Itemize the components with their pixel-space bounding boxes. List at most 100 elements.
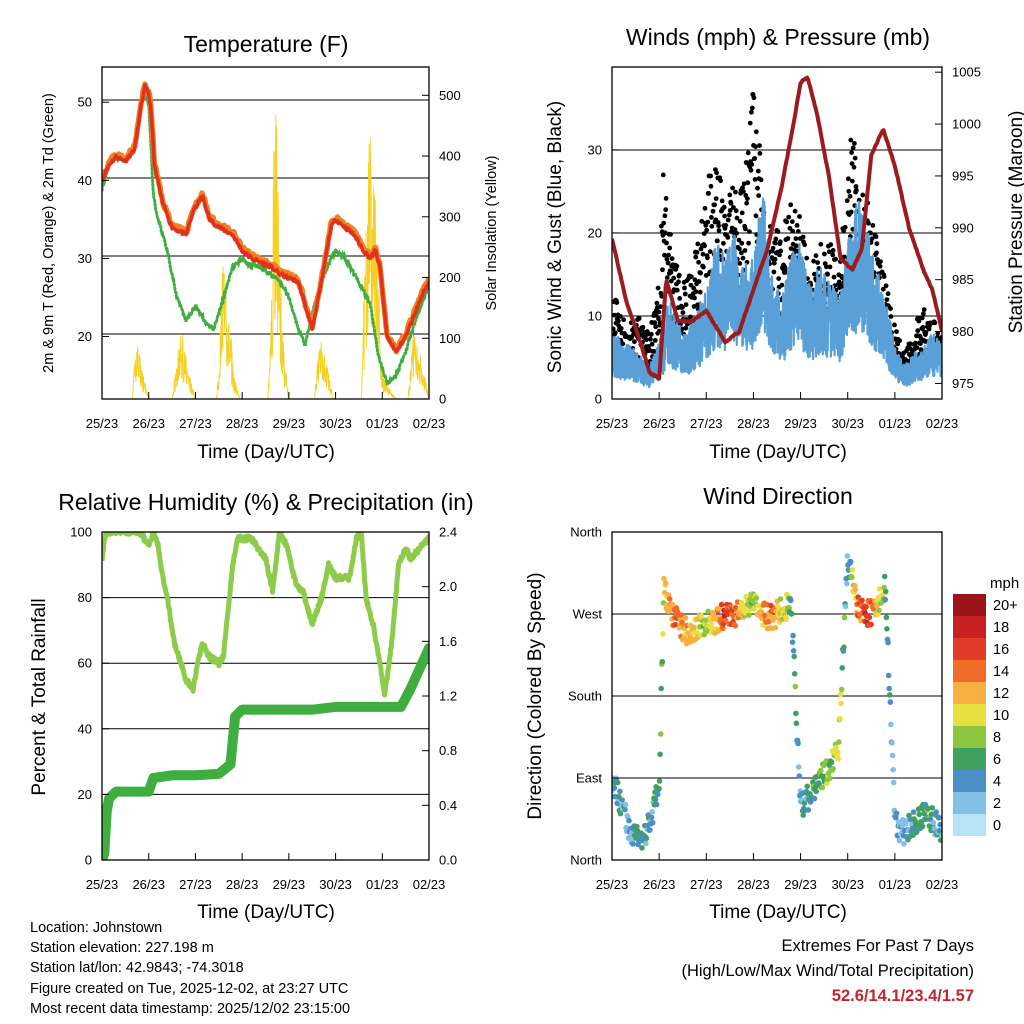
temperature-left-ticks: 20 30 40 50 xyxy=(78,95,109,344)
direction-point xyxy=(790,648,797,654)
legend-label: 10 xyxy=(993,708,1009,724)
gust-point xyxy=(734,230,739,236)
x-tick-label: 30/23 xyxy=(831,416,864,431)
legend-title: mph xyxy=(990,575,1019,592)
direction-point xyxy=(859,597,865,604)
gust-point xyxy=(683,325,689,331)
gust-point xyxy=(737,218,743,224)
x-tick-label: 29/23 xyxy=(273,877,306,892)
gust-point xyxy=(825,271,830,277)
legend-label: 8 xyxy=(993,730,1001,746)
y-tick-label: 30 xyxy=(588,142,602,157)
gust-point xyxy=(652,320,658,325)
gust-point xyxy=(742,248,748,253)
direction-point xyxy=(800,812,806,818)
y-tick-label: 0 xyxy=(85,853,92,868)
temperature-x-ticks: 25/23 26/23 27/23 28/23 29/23 30/23 01/23 02/23 xyxy=(86,392,445,431)
y-tick-label: 80 xyxy=(78,590,92,605)
direction-point xyxy=(720,625,726,632)
direction-point xyxy=(801,800,808,806)
gust-point xyxy=(700,251,706,257)
gust-point xyxy=(776,276,782,281)
y-tick-label: 60 xyxy=(78,656,92,671)
gust-point xyxy=(920,325,926,330)
gust-point xyxy=(881,274,887,279)
gust-point xyxy=(747,120,753,126)
gust-point xyxy=(745,150,751,156)
x-tick-label: 30/23 xyxy=(319,416,352,431)
gust-point xyxy=(916,318,922,324)
direction-points xyxy=(612,553,942,851)
gust-point xyxy=(804,255,810,261)
temperature-y-label: 2m & 9m T (Red, Orange) & 2m Td (Green) xyxy=(41,93,57,373)
gust-point xyxy=(778,248,784,254)
gust-point xyxy=(752,177,758,182)
x-tick-label: 28/23 xyxy=(737,416,770,431)
gust-point xyxy=(654,300,660,306)
direction-point xyxy=(777,596,784,602)
y-tick-label: 1000 xyxy=(952,117,981,132)
gust-point xyxy=(880,286,886,292)
gust-point xyxy=(749,162,755,167)
gust-point xyxy=(696,279,702,284)
direction-point xyxy=(890,766,896,773)
gust-point xyxy=(668,270,674,275)
gust-point xyxy=(818,241,824,247)
gust-point xyxy=(714,170,719,176)
y-tick-label: 400 xyxy=(439,149,461,164)
gust-point xyxy=(755,185,760,191)
direction-point xyxy=(666,596,673,602)
gust-point xyxy=(743,226,748,232)
x-tick-label: 25/23 xyxy=(86,416,119,431)
gust-point xyxy=(676,272,682,278)
gust-point xyxy=(777,252,782,258)
gust-point xyxy=(705,255,710,261)
legend-label: 16 xyxy=(993,642,1009,658)
humidity-title: Relative Humidity (%) & Precipitation (i… xyxy=(58,489,473,515)
gust-point xyxy=(701,264,706,270)
y-tick-label: South xyxy=(568,689,602,704)
y-tick-label: 980 xyxy=(952,324,974,339)
gust-point xyxy=(794,223,800,228)
gust-point xyxy=(730,185,735,191)
y-tick-label: 990 xyxy=(952,220,974,235)
gust-point xyxy=(725,235,731,240)
direction-point xyxy=(804,783,810,790)
gust-point xyxy=(848,137,854,143)
direction-point xyxy=(656,786,662,792)
gust-point xyxy=(745,196,750,202)
temperature-plot-frame xyxy=(101,66,430,400)
gust-point xyxy=(669,256,675,262)
x-tick-label: 27/23 xyxy=(179,877,212,892)
gust-point xyxy=(919,315,925,321)
legend-color-box xyxy=(953,704,986,726)
direction-point xyxy=(789,639,796,645)
gust-point xyxy=(746,240,751,246)
y-tick-label: 1005 xyxy=(952,65,981,80)
wind-x-ticks: 25/23 26/23 27/23 28/23 29/23 30/23 01/23 02/23 xyxy=(596,392,958,431)
gust-point xyxy=(777,239,783,245)
gust-point xyxy=(651,349,657,354)
y-tick-label: 985 xyxy=(952,272,974,287)
x-tick-label: 28/23 xyxy=(226,877,259,892)
gust-point xyxy=(874,250,879,256)
direction-point xyxy=(626,817,632,824)
direction-point xyxy=(817,767,824,774)
gust-point xyxy=(677,296,683,301)
gust-point xyxy=(694,249,700,255)
gust-point xyxy=(785,236,791,241)
direction-point xyxy=(890,779,897,786)
gust-point xyxy=(688,282,694,288)
x-tick-label: 29/23 xyxy=(784,877,817,892)
gust-point xyxy=(935,331,941,336)
gust-point xyxy=(727,208,733,213)
x-tick-label: 01/23 xyxy=(366,877,399,892)
gust-point xyxy=(797,214,802,219)
gust-point xyxy=(620,341,626,347)
gust-point xyxy=(869,236,875,242)
gust-point xyxy=(773,240,778,246)
y-tick-label: 10 xyxy=(588,308,602,323)
gust-point xyxy=(705,219,711,225)
gust-point xyxy=(792,208,798,214)
x-tick-label: 29/23 xyxy=(273,416,306,431)
